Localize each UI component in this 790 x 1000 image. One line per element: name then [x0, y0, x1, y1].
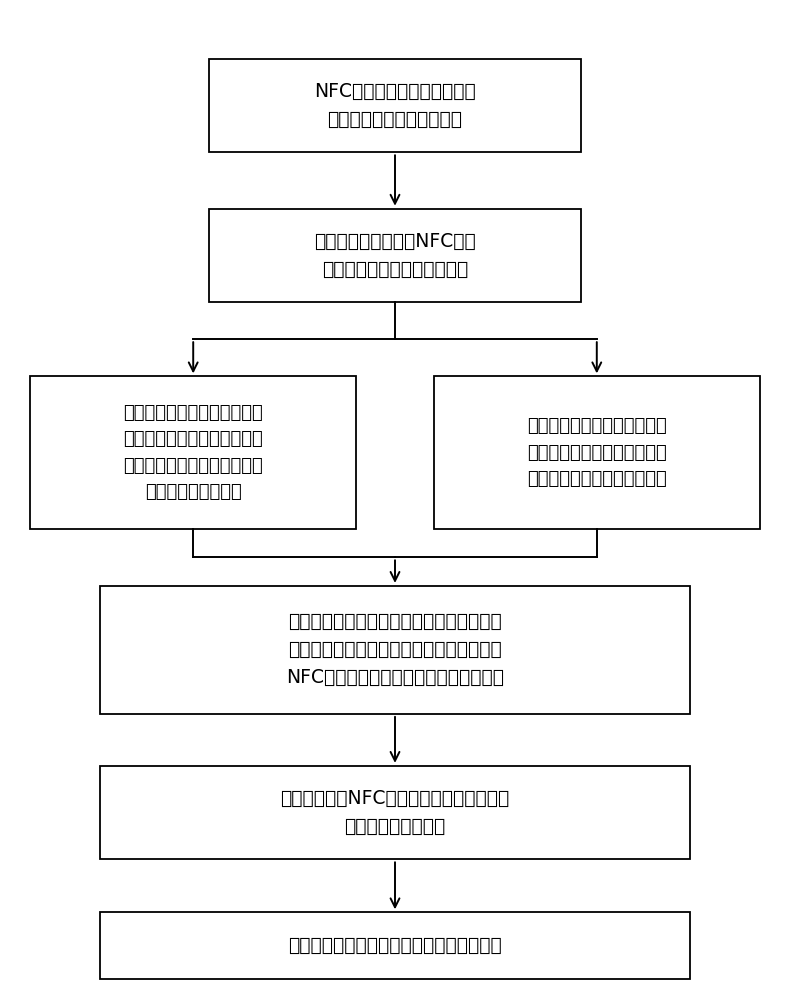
Text: 处理器芯片会与微型姿态传感
器通讯，微型姿态传感器对当
前颗粒的加速度、旋转加速度
和空间姿态进行测量: 处理器芯片会与微型姿态传感 器通讯，微型姿态传感器对当 前颗粒的加速度、旋转加速… [123, 404, 263, 501]
Bar [209, 209, 581, 302]
Bar [209, 59, 581, 152]
Bar [30, 376, 356, 529]
Text: 智能示踪颗粒内部的NFC感应
线圈会产生感生电动势并充电: 智能示踪颗粒内部的NFC感应 线圈会产生感生电动势并充电 [314, 232, 476, 279]
Bar [100, 766, 690, 859]
Text: 处理器芯片将获得的加速度、旋转加速度、
空间姿态、碰撞应力，表面温度等数据通过
NFC感应线圈以应答信号的形式发送回来: 处理器芯片将获得的加速度、旋转加速度、 空间姿态、碰撞应力，表面温度等数据通过 … [286, 612, 504, 687]
Text: 信号处理计算机经过最终处理获得所需参数: 信号处理计算机经过最终处理获得所需参数 [288, 936, 502, 955]
Text: NFC通讯天线每隔相同的时间
发出带有问询信号的电磁波: NFC通讯天线每隔相同的时间 发出带有问询信号的电磁波 [314, 82, 476, 129]
Bar [100, 586, 690, 714]
Text: 应答信号会被NFC通讯天线接收，并被信号
放大处理器放大处理: 应答信号会被NFC通讯天线接收，并被信号 放大处理器放大处理 [280, 789, 510, 836]
Text: 处理器芯片会与传感器处理芯
片通讯，获得当前颗粒表面的
碰撞应力值与颗粒表面温度值: 处理器芯片会与传感器处理芯 片通讯，获得当前颗粒表面的 碰撞应力值与颗粒表面温度… [527, 417, 667, 488]
Bar [100, 912, 690, 979]
Bar [434, 376, 760, 529]
